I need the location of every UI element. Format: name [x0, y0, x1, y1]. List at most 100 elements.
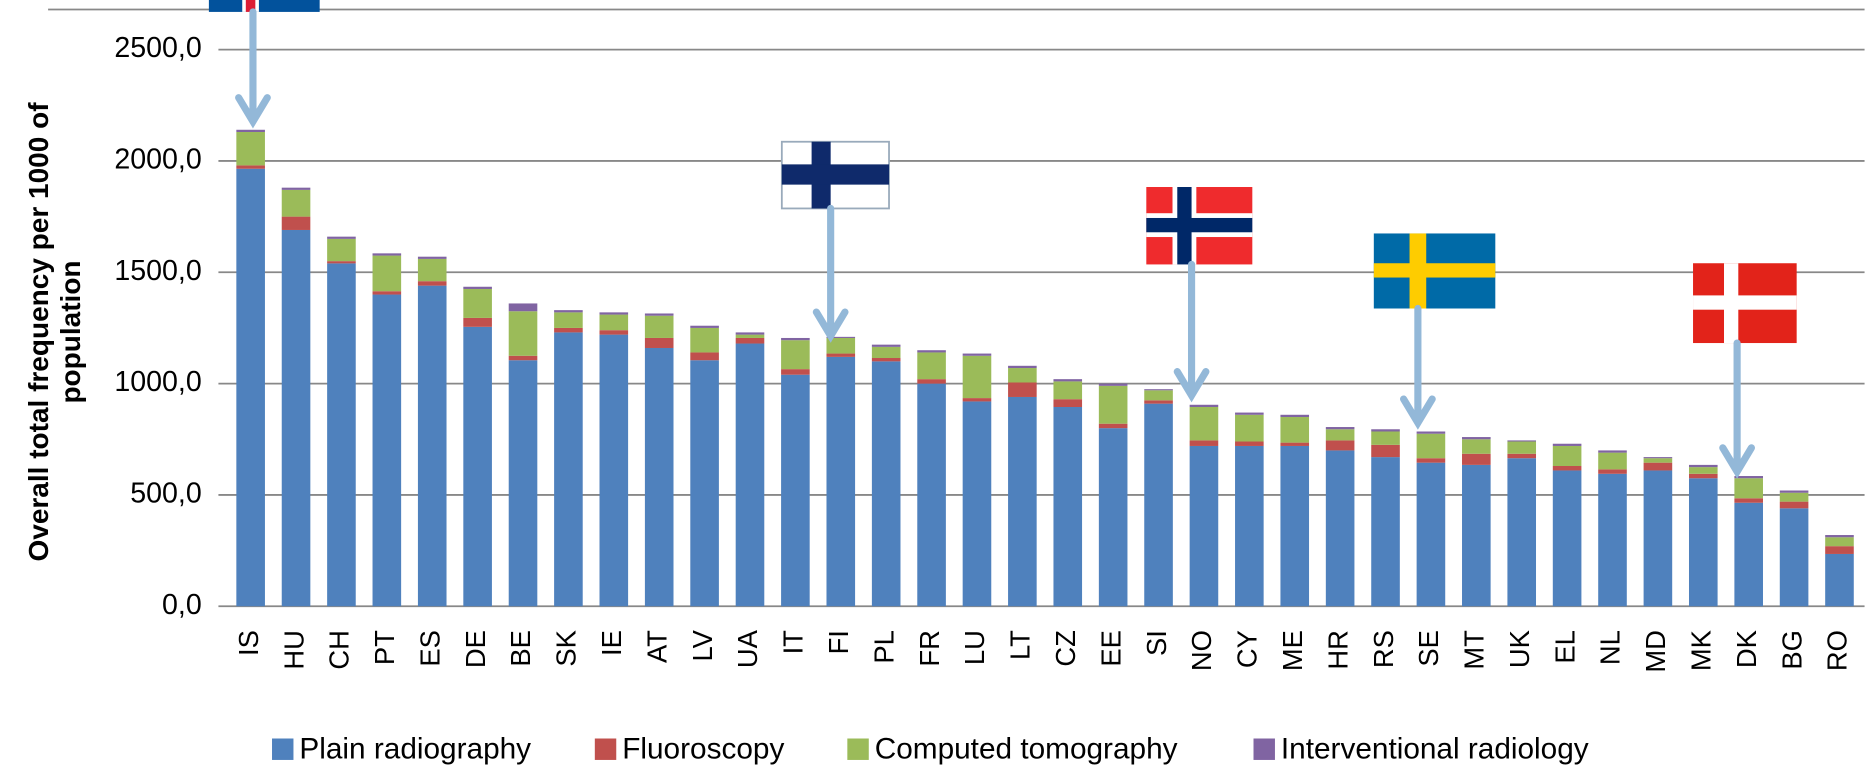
bar-segment — [1779, 501, 1809, 509]
bar-segment — [1144, 390, 1173, 401]
bar-segment — [1552, 466, 1582, 471]
bar-segment — [1053, 399, 1083, 407]
bar-segment — [962, 401, 992, 607]
legend-label: Interventional radiology — [1281, 732, 1589, 765]
bar-segment — [1779, 492, 1809, 502]
bar-segment — [871, 346, 901, 359]
bar-segment — [1825, 546, 1854, 554]
bar-segment — [1688, 473, 1718, 479]
flag-no-cross — [1146, 217, 1253, 233]
legend-label: Computed tomography — [875, 732, 1178, 765]
y-tick-label: 0,0 — [162, 589, 202, 621]
bar-segment — [1144, 389, 1173, 391]
bar-segment — [735, 337, 765, 344]
x-tick-label: ME — [1277, 630, 1308, 671]
bar-segment — [1734, 502, 1763, 607]
bar-segment — [644, 313, 674, 316]
x-tick-label: CZ — [1050, 630, 1081, 667]
bar-segment — [1734, 498, 1763, 503]
x-tick-label: EE — [1095, 630, 1126, 667]
x-tick-label: LV — [687, 629, 718, 661]
bar-segment — [281, 229, 311, 607]
bar-segment — [327, 263, 356, 607]
bar-segment — [690, 327, 719, 353]
y-tick-label: 2000,0 — [114, 143, 201, 175]
bar-segment — [962, 353, 992, 356]
bar-segment — [1507, 453, 1537, 459]
bar-segment — [1008, 382, 1037, 397]
bar-segment — [508, 360, 538, 607]
bar-segment — [554, 310, 583, 313]
bar-segment — [1734, 476, 1763, 479]
bar-segment — [508, 355, 538, 361]
bar-segment — [1825, 537, 1854, 547]
bar-segment — [644, 315, 674, 338]
bar-segment — [1325, 427, 1355, 430]
bar-segment — [1098, 385, 1128, 424]
bar-segment — [1008, 368, 1037, 383]
bar-segment — [599, 312, 629, 315]
bar-segment — [1598, 469, 1627, 474]
bar-segment — [236, 129, 265, 132]
bar-segment — [871, 358, 901, 362]
flag-is — [208, 0, 320, 12]
bar-segment — [917, 383, 946, 607]
bar-segment — [1371, 444, 1400, 458]
bar-segment — [417, 258, 447, 282]
bar-segment — [463, 286, 492, 289]
bar-segment — [1325, 429, 1355, 441]
bar-segment — [735, 343, 765, 607]
bar-segment — [1507, 458, 1537, 607]
x-tick-label: EL — [1549, 630, 1580, 663]
legend-label: Plain radiography — [299, 732, 531, 765]
bar-segment — [1098, 428, 1128, 607]
bar-segment — [1235, 414, 1264, 442]
bar-segment — [1462, 453, 1491, 465]
bar-segment — [1371, 457, 1400, 607]
bar-segment — [236, 165, 265, 169]
bar-segment — [372, 253, 402, 256]
bar-segment — [1416, 462, 1446, 607]
bar-segment — [1189, 406, 1219, 441]
x-tick-label: DE — [460, 630, 491, 668]
legend-label: Fluoroscopy — [622, 732, 784, 765]
bar-segment — [1416, 433, 1446, 459]
bar-segment — [281, 216, 311, 230]
bar-segment — [599, 334, 629, 607]
x-tick-label: PL — [868, 630, 899, 663]
bar-segment — [417, 281, 447, 286]
bar-segment — [554, 312, 583, 328]
bar-segment — [372, 255, 402, 292]
bar-segment — [1235, 412, 1264, 415]
bar-segment — [372, 291, 402, 295]
bar-segment — [781, 340, 810, 370]
bar-segment — [281, 187, 311, 190]
bar-segment — [871, 361, 901, 607]
x-tick-label: PT — [369, 630, 400, 665]
bar-segment — [1779, 508, 1809, 607]
x-tick-label: CH — [324, 630, 355, 670]
legend-swatch — [847, 738, 869, 760]
bar-segment — [599, 314, 629, 331]
bar-segment — [1507, 441, 1537, 454]
x-tick-label: AT — [641, 630, 672, 663]
legend-swatch — [272, 738, 294, 760]
bar-segment — [1144, 400, 1173, 404]
bar-segment — [917, 379, 946, 384]
arrow — [1400, 304, 1436, 430]
x-tick-label: DK — [1731, 630, 1762, 668]
x-tick-label: MT — [1459, 630, 1490, 670]
bar-segment — [826, 353, 856, 357]
bar-segment — [690, 325, 719, 328]
bar-segment — [327, 236, 356, 239]
x-tick-label: SI — [1141, 630, 1172, 656]
bar-segment — [463, 288, 492, 318]
x-tick-label: FR — [914, 630, 945, 667]
bar-segment — [826, 336, 856, 338]
arrow — [1173, 260, 1210, 403]
x-tick-label: HR — [1322, 630, 1353, 670]
y-tick-label: 1000,0 — [114, 366, 201, 398]
bar-segment — [781, 369, 810, 375]
bar-segment — [735, 334, 765, 338]
